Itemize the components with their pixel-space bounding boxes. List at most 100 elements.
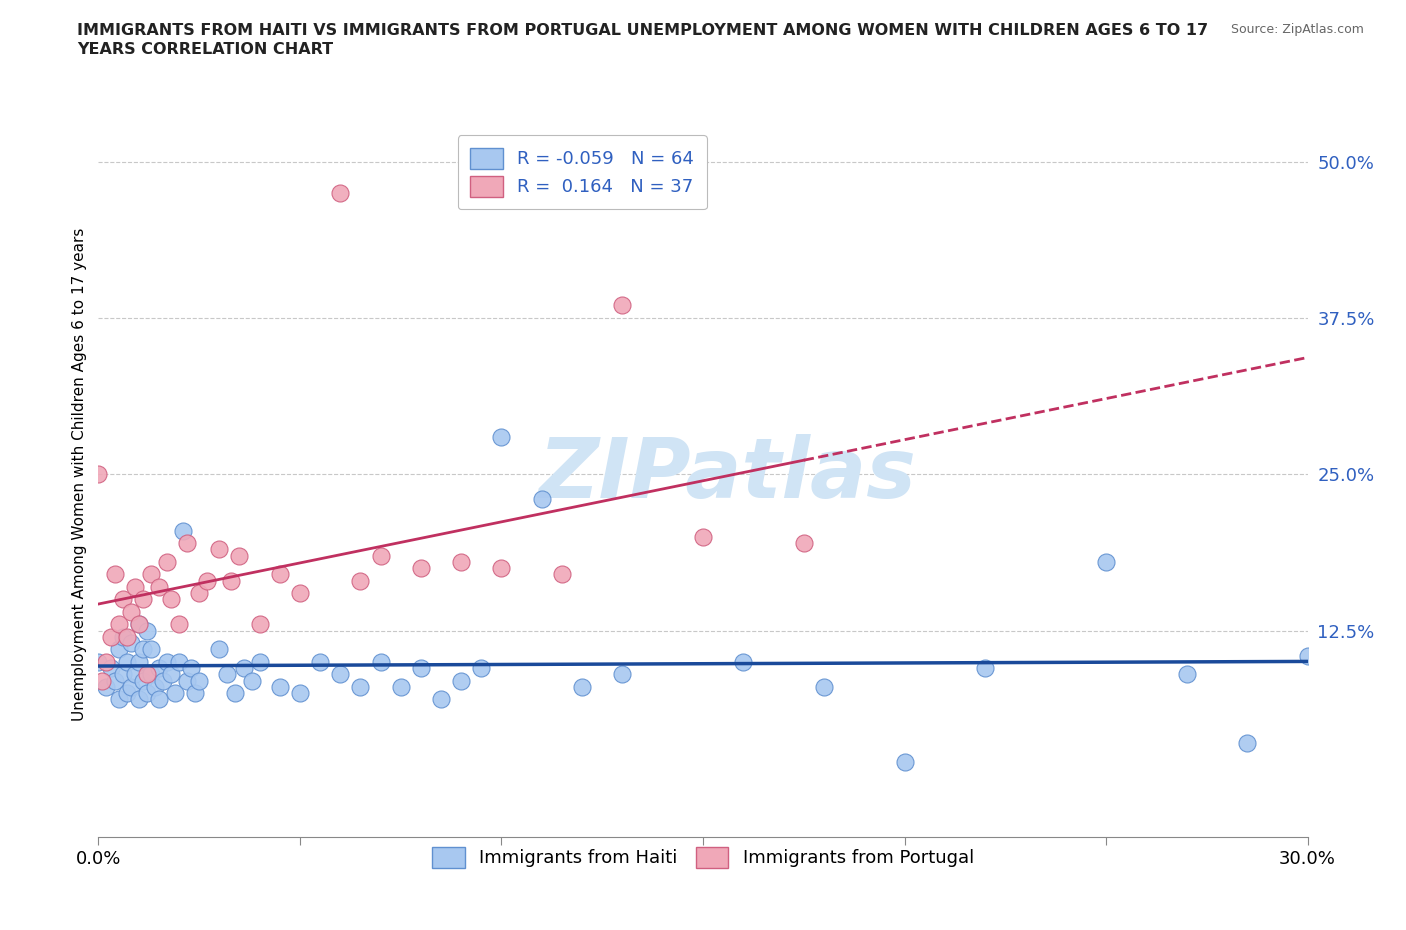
Point — [111, 667, 134, 682]
Point — [450, 554, 472, 569]
Point — [103, 673, 125, 688]
Point — [176, 673, 198, 688]
Point — [115, 685, 138, 700]
Point — [172, 524, 194, 538]
Point — [1236, 736, 1258, 751]
Point — [208, 542, 231, 557]
Point — [100, 660, 122, 675]
Point — [176, 536, 198, 551]
Point — [100, 630, 122, 644]
Point — [221, 573, 243, 588]
Point — [612, 667, 634, 682]
Point — [107, 642, 129, 657]
Point — [111, 591, 134, 606]
Point — [107, 692, 129, 707]
Point — [430, 692, 453, 707]
Point — [184, 685, 207, 700]
Point — [135, 685, 157, 700]
Point — [132, 642, 155, 657]
Point — [180, 660, 202, 675]
Point — [163, 685, 186, 700]
Point — [120, 636, 142, 651]
Point — [288, 685, 311, 700]
Text: ZIPatlas: ZIPatlas — [538, 433, 917, 515]
Point — [87, 467, 110, 482]
Point — [167, 617, 190, 631]
Point — [269, 567, 291, 582]
Point — [96, 655, 118, 670]
Point — [974, 660, 997, 675]
Point — [450, 673, 472, 688]
Point — [612, 298, 634, 312]
Point — [148, 660, 170, 675]
Point — [240, 673, 263, 688]
Point — [120, 604, 142, 619]
Point — [309, 655, 332, 670]
Point — [224, 685, 246, 700]
Point — [139, 667, 162, 682]
Point — [139, 642, 162, 657]
Point — [409, 660, 432, 675]
Point — [124, 667, 146, 682]
Point — [148, 692, 170, 707]
Point — [107, 617, 129, 631]
Point — [103, 567, 125, 582]
Point — [269, 680, 291, 695]
Legend: Immigrants from Haiti, Immigrants from Portugal: Immigrants from Haiti, Immigrants from P… — [425, 840, 981, 875]
Point — [124, 579, 146, 594]
Point — [813, 680, 835, 695]
Point — [249, 617, 271, 631]
Point — [409, 561, 432, 576]
Point — [1296, 648, 1319, 663]
Point — [120, 680, 142, 695]
Point — [167, 655, 190, 670]
Point — [87, 655, 110, 670]
Point — [491, 430, 513, 445]
Point — [115, 630, 138, 644]
Text: YEARS CORRELATION CHART: YEARS CORRELATION CHART — [77, 42, 333, 57]
Point — [893, 754, 915, 769]
Point — [128, 617, 150, 631]
Point — [91, 673, 114, 688]
Text: Source: ZipAtlas.com: Source: ZipAtlas.com — [1230, 23, 1364, 36]
Point — [551, 567, 574, 582]
Point — [160, 591, 183, 606]
Point — [733, 655, 755, 670]
Point — [135, 623, 157, 638]
Point — [288, 586, 311, 601]
Point — [530, 492, 553, 507]
Point — [128, 617, 150, 631]
Point — [329, 667, 352, 682]
Point — [1095, 554, 1118, 569]
Point — [143, 680, 166, 695]
Point — [111, 630, 134, 644]
Point — [156, 655, 179, 670]
Point — [135, 667, 157, 682]
Point — [491, 561, 513, 576]
Point — [195, 573, 218, 588]
Point — [188, 673, 211, 688]
Point — [156, 554, 179, 569]
Point — [208, 642, 231, 657]
Point — [115, 655, 138, 670]
Point — [470, 660, 492, 675]
Text: IMMIGRANTS FROM HAITI VS IMMIGRANTS FROM PORTUGAL UNEMPLOYMENT AMONG WOMEN WITH : IMMIGRANTS FROM HAITI VS IMMIGRANTS FROM… — [77, 23, 1208, 38]
Point — [152, 673, 174, 688]
Point — [132, 591, 155, 606]
Point — [249, 655, 271, 670]
Point — [139, 567, 162, 582]
Point — [370, 548, 392, 563]
Point — [349, 680, 371, 695]
Point — [793, 536, 815, 551]
Point — [96, 680, 118, 695]
Point — [389, 680, 412, 695]
Point — [148, 579, 170, 594]
Point — [329, 185, 352, 200]
Point — [692, 529, 714, 544]
Point — [160, 667, 183, 682]
Point — [349, 573, 371, 588]
Point — [232, 660, 254, 675]
Y-axis label: Unemployment Among Women with Children Ages 6 to 17 years: Unemployment Among Women with Children A… — [72, 228, 87, 721]
Point — [370, 655, 392, 670]
Point — [571, 680, 593, 695]
